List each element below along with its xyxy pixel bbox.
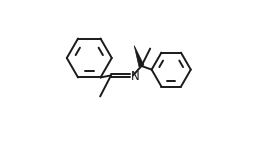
Text: N: N	[131, 70, 139, 83]
Polygon shape	[134, 46, 144, 67]
